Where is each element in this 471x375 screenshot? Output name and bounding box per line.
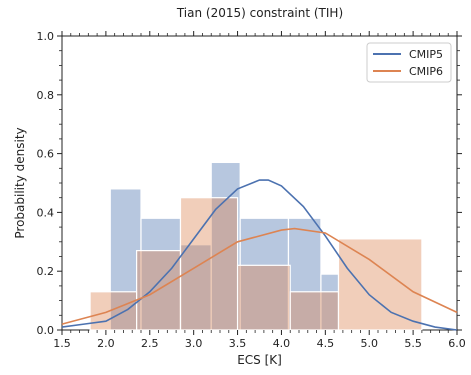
bar-cmip6-1 [136, 250, 182, 331]
curve-cmip6 [61, 227, 458, 325]
x-axis-label: ECS [K] [237, 353, 282, 367]
y-tick-labels: 0.0 0.2 0.4 0.6 0.8 1.0 [37, 30, 55, 337]
x-tick-label-2: 2.5 [141, 337, 159, 350]
bar-cmip6-0 [89, 291, 138, 331]
x-tick-label-0: 1.5 [53, 337, 71, 350]
legend-label-cmip6: CMIP6 [409, 65, 443, 78]
x-tick-label-1: 2.0 [97, 337, 115, 350]
density-curves [61, 179, 458, 331]
axis-ticks [57, 31, 462, 335]
y-tick-label-1: 0.2 [37, 265, 55, 278]
bar-cmip5-5 [287, 217, 322, 331]
bar-cmip6-2 [179, 197, 239, 331]
curve-cmip5 [61, 179, 458, 331]
legend-label-cmip5: CMIP5 [409, 48, 443, 61]
x-tick-label-6: 4.5 [317, 337, 335, 350]
bar-cmip6-5 [337, 238, 423, 331]
x-tick-label-3: 3.0 [185, 337, 203, 350]
y-tick-label-0: 0.0 [37, 324, 55, 337]
x-tick-label-4: 3.5 [229, 337, 247, 350]
chart-title: Tian (2015) constraint (TIH) [176, 6, 343, 20]
x-tick-label-9: 6.0 [448, 337, 466, 350]
y-tick-label-2: 0.4 [37, 206, 55, 219]
legend: CMIP5 CMIP6 [366, 42, 452, 83]
y-tick-label-4: 0.8 [37, 89, 55, 102]
bar-cmip5-1 [140, 217, 182, 331]
y-tick-label-5: 1.0 [37, 30, 55, 43]
y-tick-label-3: 0.6 [37, 148, 55, 161]
x-tick-label-5: 4.0 [273, 337, 291, 350]
x-tick-label-8: 5.5 [404, 337, 422, 350]
legend-box [366, 42, 452, 83]
x-tick-labels: 1.5 2.0 2.5 3.0 3.5 4.0 4.5 5.0 5.5 6.0 [53, 337, 466, 350]
bar-cmip6-3 [236, 264, 291, 331]
bar-cmip6-4 [289, 291, 340, 331]
histogram-bars [89, 161, 423, 331]
y-axis-label: Probability density [13, 127, 27, 238]
x-tick-label-7: 5.0 [360, 337, 378, 350]
